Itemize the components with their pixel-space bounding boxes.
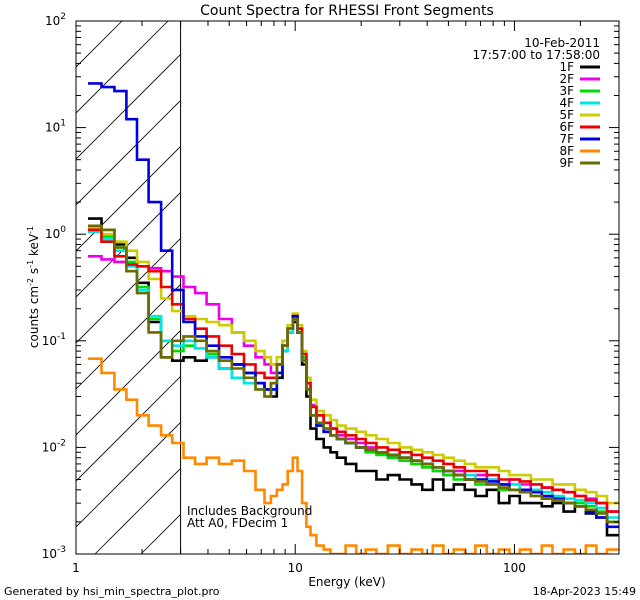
series-4F <box>88 230 619 519</box>
hatch-line-5 <box>76 145 181 252</box>
legend-label-4F: 4F <box>559 96 574 110</box>
series-2F <box>88 255 619 513</box>
axis-ticks: 1 10 100 10-3 10-2 10-1 100 101 102 <box>42 12 619 575</box>
y-axis-label: counts cm-2 s-1 keV-1 <box>26 226 41 348</box>
series-1F <box>88 217 619 537</box>
x-tick-label: 100 <box>503 561 526 575</box>
y-tick-label: 10-3 <box>42 545 66 561</box>
legend-label-9F: 9F <box>559 156 574 170</box>
hatch-line-12 <box>94 467 181 554</box>
hatch-line-9 <box>76 329 181 436</box>
legend-label-7F: 7F <box>559 132 574 146</box>
hatch-line-10 <box>76 375 181 482</box>
series-9F <box>88 224 619 524</box>
legend-label-5F: 5F <box>559 108 574 122</box>
chart-title: Count Spectra for RHESSI Front Segments <box>200 3 494 19</box>
annotation-line-1: Att A0, FDecim 1 <box>187 516 288 530</box>
hatch-line-6 <box>76 191 181 298</box>
observation-date: 10-Feb-2011 <box>524 36 600 50</box>
generated-by-text: Generated by hsi_min_spectra_plot.pro <box>4 585 220 598</box>
x-axis-label: Energy (keV) <box>308 575 385 589</box>
annotation-line-0: Includes Background <box>187 504 312 518</box>
plot-frame <box>75 20 620 555</box>
hatch-line-15 <box>233 21 640 554</box>
series-7F <box>88 82 619 529</box>
legend-label-2F: 2F <box>559 72 574 86</box>
hatch-line-8 <box>76 283 181 390</box>
legend-label-8F: 8F <box>559 144 574 158</box>
y-tick-label: 100 <box>45 225 66 241</box>
series-5F <box>88 226 619 505</box>
observation-time-range: 17:57:00 to 17:58:00 <box>473 48 600 62</box>
series-8F <box>88 357 619 554</box>
y-tick-label: 102 <box>45 12 66 28</box>
hatch-line-7 <box>76 237 181 344</box>
x-tick-label: 10 <box>288 561 303 575</box>
hatch-line-11 <box>76 421 181 528</box>
hatch-line-1 <box>76 21 123 68</box>
series-layer <box>88 82 619 554</box>
hatch-line-4 <box>76 99 181 206</box>
y-tick-label: 10-2 <box>42 438 66 454</box>
footer-timestamp: 18-Apr-2023 15:49 <box>533 585 636 598</box>
hatched-region <box>76 21 640 554</box>
x-tick-label: 1 <box>72 561 80 575</box>
legend-label-1F: 1F <box>559 60 574 74</box>
series-3F <box>88 228 619 524</box>
legend-label-6F: 6F <box>559 120 574 134</box>
y-tick-label: 10-1 <box>42 332 66 348</box>
legend-label-3F: 3F <box>559 84 574 98</box>
y-tick-label: 101 <box>45 119 66 135</box>
hatch-line-2 <box>76 21 169 114</box>
